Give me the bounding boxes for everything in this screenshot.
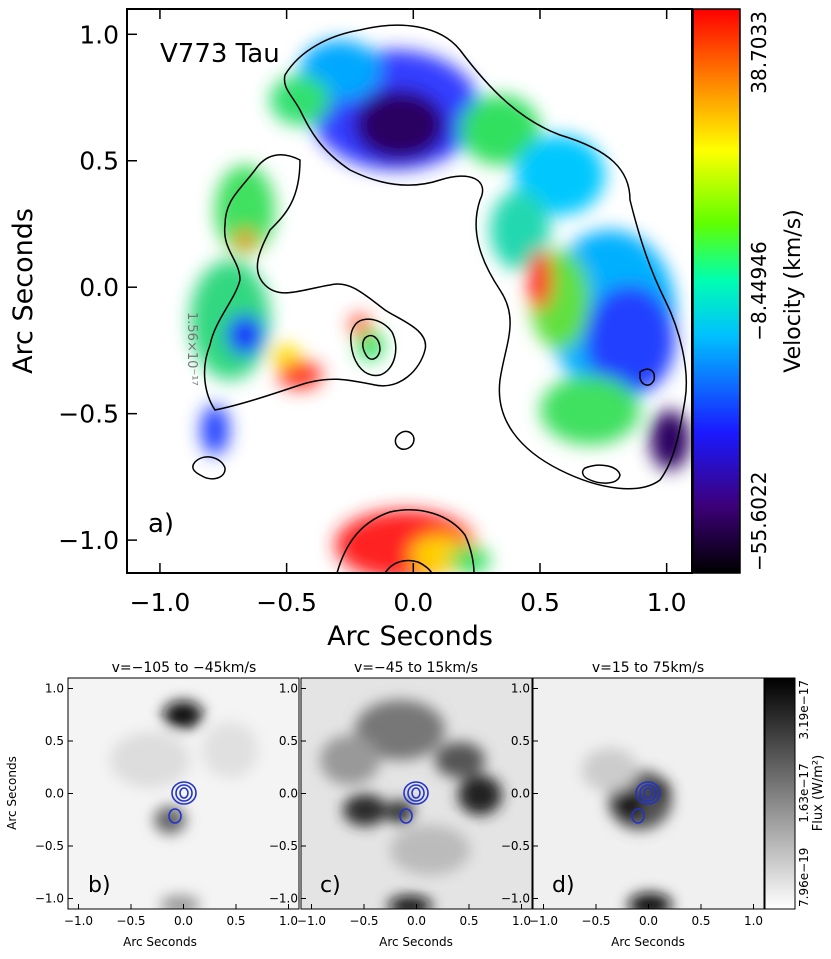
velocity-colorbar-tick-label: −55.6022 xyxy=(747,472,771,571)
panel-b-xlabel: Arc Seconds xyxy=(123,935,197,949)
panel-b-label: b) xyxy=(88,873,111,898)
small-xtick-label: −1.0 xyxy=(529,914,558,928)
velocity-colorbar-tick-label: −8.44946 xyxy=(747,241,771,340)
velocity-colorbar-gradient xyxy=(692,8,741,574)
panel-a-x-ticks: −1.0 −0.5 0.0 0.5 1.0 xyxy=(130,9,687,617)
small-ytick-label: 0.5 xyxy=(279,734,298,748)
contour-knot-south xyxy=(394,430,415,450)
panel-c-title: v=−45 to 15km/s xyxy=(354,660,478,676)
panel-b-ylabel: Arc Seconds xyxy=(5,756,19,830)
small-ytick-label: 1.0 xyxy=(45,682,64,696)
panel-a-xtick-label: 0.5 xyxy=(520,588,560,617)
contour-south xyxy=(336,509,475,573)
panel-a-ytick-label: 1.0 xyxy=(79,20,119,49)
small-xtick-label: 0.0 xyxy=(174,914,193,928)
velocity-colorbar-label: Velocity (km/s) xyxy=(781,209,806,373)
panel-a-frame xyxy=(126,8,693,574)
flux-colorbar-tick-label: 3.19e−17 xyxy=(797,680,811,739)
contour-south-inner xyxy=(384,559,433,573)
small-ytick-label: 0.0 xyxy=(279,787,298,801)
small-ytick-label: −1.0 xyxy=(35,892,64,906)
panel-a-ytick-label: 0.0 xyxy=(79,273,119,302)
small-panels-ticks: −1.0−1.0−0.5−0.50.00.00.50.51.01.0−1.0−1… xyxy=(35,682,763,929)
small-ytick-label: 0.0 xyxy=(511,787,530,801)
contour-outer-west xyxy=(203,154,427,411)
small-ytick-label: −1.0 xyxy=(501,892,530,906)
panel-d-colorbar: 7.96e−19 1.63e−17 3.19e−17 Flux (W/m²) xyxy=(764,677,826,910)
small-xtick-label: −0.5 xyxy=(581,914,610,928)
small-xtick-label: 1.0 xyxy=(744,914,763,928)
panel-b-emission xyxy=(110,701,258,909)
small-ytick-label: 1.0 xyxy=(279,682,298,696)
small-ytick-label: −0.5 xyxy=(35,839,64,853)
contour-knot-e xyxy=(639,368,656,386)
small-xtick-label: −0.5 xyxy=(349,914,378,928)
panel-c-emission xyxy=(320,700,502,909)
panel-a-xtick-label: 1.0 xyxy=(647,588,687,617)
panel-a-xtick-label: −0.5 xyxy=(256,588,317,617)
flux-colorbar-tick-label: 7.96e−19 xyxy=(797,848,811,907)
panel-d-label: d) xyxy=(552,873,575,898)
panel-b-blue-contours xyxy=(168,781,197,824)
panel-d-title: v=15 to 75km/s xyxy=(592,660,704,676)
small-ytick-label: 0.5 xyxy=(511,734,530,748)
small-ytick-label: 0.5 xyxy=(45,734,64,748)
panel-a-contours xyxy=(192,24,688,573)
panel-a-colorbar: 38.7033 −8.44946 −55.6022 Velocity (km/s) xyxy=(692,8,806,574)
flux-colorbar-tick-label: 1.63e−17 xyxy=(797,763,811,822)
small-xtick-label: 0.5 xyxy=(691,914,710,928)
small-xtick-label: 0.0 xyxy=(639,914,658,928)
small-xtick-label: −0.5 xyxy=(116,914,145,928)
panel-a-ytick-label: 0.5 xyxy=(79,147,119,176)
panel-a-xtick-label: −1.0 xyxy=(130,588,191,617)
contour-outer-east xyxy=(283,24,688,490)
panel-a-emission xyxy=(190,40,690,573)
panel-c-label: c) xyxy=(320,873,341,898)
small-ytick-label: 0.0 xyxy=(45,787,64,801)
panel-d-blue-contours xyxy=(631,781,661,824)
small-xtick-label: 1.0 xyxy=(512,914,531,928)
small-xtick-label: 0.5 xyxy=(459,914,478,928)
panel-a-ytick-label: −1.0 xyxy=(58,526,119,555)
panel-b-flux-map: v=−105 to −45km/s b) Arc Seconds Arc Sec… xyxy=(5,660,300,949)
small-xtick-label: −1.0 xyxy=(64,914,93,928)
panel-c-flux-map: v=−45 to 15km/s c) Arc Seconds xyxy=(300,660,533,949)
panel-c-blue-contours xyxy=(399,781,429,824)
panel-a-title: V773 Tau xyxy=(160,39,280,69)
small-ytick-label: −0.5 xyxy=(501,839,530,853)
velocity-colorbar-tick-label: 38.7033 xyxy=(747,11,771,94)
contour-knot-se xyxy=(581,464,621,484)
flux-colorbar-label: Flux (W/m²) xyxy=(811,755,826,831)
small-ytick-label: −1.0 xyxy=(269,892,298,906)
panel-a-xlabel: Arc Seconds xyxy=(327,621,493,652)
flux-colorbar-ticks: 7.96e−19 1.63e−17 3.19e−17 xyxy=(797,680,811,907)
panel-a-contour-label: 1.56×10⁻¹⁷ xyxy=(184,312,199,386)
flux-colorbar-gradient xyxy=(764,677,796,910)
panel-d-xlabel: Arc Seconds xyxy=(611,935,685,949)
contour-knot-sw xyxy=(192,456,226,480)
small-ytick-label: −0.5 xyxy=(269,839,298,853)
contour-inner-2 xyxy=(362,334,381,360)
contour-inner-1 xyxy=(350,318,397,377)
panel-a-ytick-label: −0.5 xyxy=(58,400,119,429)
panel-a-xtick-label: 0.0 xyxy=(393,588,433,617)
panel-a-ylabel: Arc Seconds xyxy=(8,208,39,374)
panel-a-velocity-map: −1.0 −0.5 0.0 0.5 1.0 −1.0 −0.5 0.0 0.5 1.0 V773… xyxy=(8,8,693,652)
small-xtick-label: 0.5 xyxy=(226,914,245,928)
small-xtick-label: 1.0 xyxy=(279,914,298,928)
panel-a-label: a) xyxy=(148,509,174,539)
velocity-colorbar-ticks: 38.7033 −8.44946 −55.6022 xyxy=(747,11,771,571)
panel-a-y-ticks: −1.0 −0.5 0.0 0.5 1.0 xyxy=(58,20,137,555)
small-ytick-label: 1.0 xyxy=(511,682,530,696)
panel-b-title: v=−105 to −45km/s xyxy=(112,660,257,676)
panel-d-flux-map: v=15 to 75km/s d) Arc Seconds xyxy=(532,660,765,949)
small-xtick-label: 0.0 xyxy=(407,914,426,928)
panel-c-xlabel: Arc Seconds xyxy=(379,935,453,949)
small-xtick-label: −1.0 xyxy=(297,914,326,928)
